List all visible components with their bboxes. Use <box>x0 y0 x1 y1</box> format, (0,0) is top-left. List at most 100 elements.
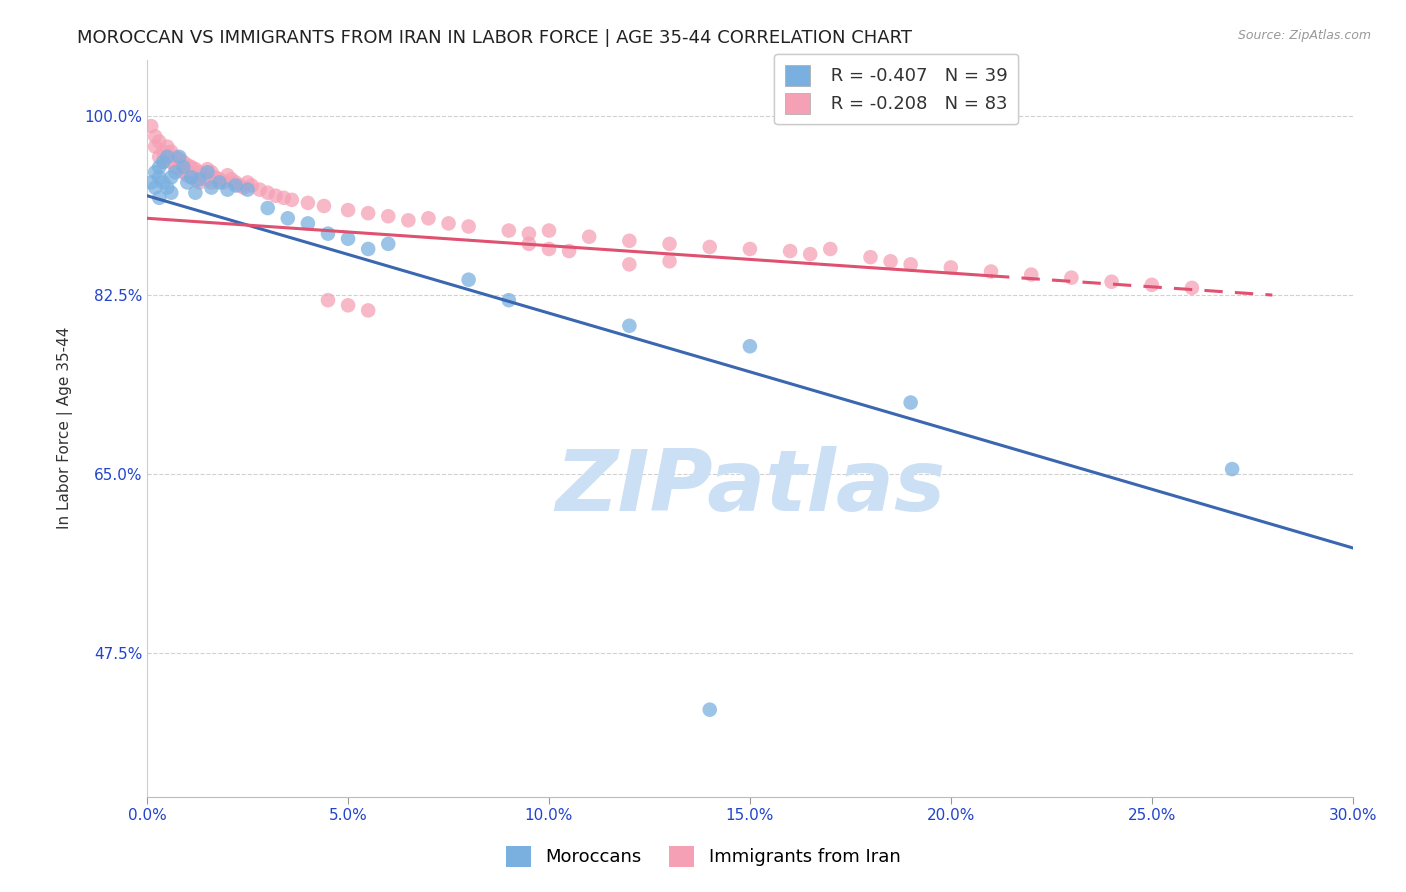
Point <box>396 213 419 227</box>
Point <box>188 176 211 190</box>
Point <box>148 170 170 185</box>
Point <box>180 170 202 185</box>
Point <box>148 191 170 205</box>
Point <box>180 170 202 185</box>
Point <box>165 150 187 164</box>
Point <box>148 150 170 164</box>
Point <box>779 244 801 258</box>
Point <box>188 165 211 179</box>
Point <box>498 293 520 308</box>
Point <box>143 165 166 179</box>
Point <box>156 150 179 164</box>
Point <box>939 260 962 275</box>
Point <box>297 216 319 230</box>
Point <box>1019 268 1042 282</box>
Point <box>156 139 179 153</box>
Point <box>316 227 339 241</box>
Point <box>337 232 360 246</box>
Point <box>437 216 460 230</box>
Point <box>225 178 247 193</box>
Point <box>176 169 198 183</box>
Point <box>143 180 166 194</box>
Point <box>204 170 226 185</box>
Point <box>169 150 191 164</box>
Text: MOROCCAN VS IMMIGRANTS FROM IRAN IN LABOR FORCE | AGE 35-44 CORRELATION CHART: MOROCCAN VS IMMIGRANTS FROM IRAN IN LABO… <box>77 29 912 46</box>
Point <box>176 176 198 190</box>
Point <box>180 160 202 174</box>
Point <box>200 180 222 194</box>
Point <box>256 186 278 200</box>
Point <box>316 293 339 308</box>
Point <box>212 176 235 190</box>
Point <box>143 129 166 144</box>
Point <box>1140 277 1163 292</box>
Point <box>141 119 163 133</box>
Point <box>165 165 187 179</box>
Point <box>457 273 479 287</box>
Point <box>517 227 540 241</box>
Point <box>357 242 380 256</box>
Point <box>193 169 215 183</box>
Point <box>1181 281 1204 295</box>
Point <box>699 703 721 717</box>
Point <box>172 155 194 169</box>
Point <box>188 172 211 186</box>
Point <box>357 206 380 220</box>
Point <box>738 339 761 353</box>
Point <box>148 135 170 149</box>
Point <box>377 209 399 223</box>
Point <box>658 254 681 268</box>
Point <box>225 176 247 190</box>
Point <box>337 203 360 218</box>
Point <box>169 162 191 177</box>
Point <box>900 257 922 271</box>
Point <box>1060 270 1083 285</box>
Point <box>156 150 179 164</box>
Point <box>156 180 179 194</box>
Point <box>152 176 174 190</box>
Point <box>217 169 239 183</box>
Point <box>277 211 299 226</box>
Point <box>377 236 399 251</box>
Point <box>619 257 641 271</box>
Y-axis label: In Labor Force | Age 35-44: In Labor Force | Age 35-44 <box>58 327 73 529</box>
Point <box>141 176 163 190</box>
Text: Source: ZipAtlas.com: Source: ZipAtlas.com <box>1237 29 1371 42</box>
Point <box>457 219 479 234</box>
Legend:  R = -0.407   N = 39,  R = -0.208   N = 83: R = -0.407 N = 39, R = -0.208 N = 83 <box>775 54 1018 125</box>
Point <box>699 240 721 254</box>
Point <box>160 155 183 169</box>
Point <box>152 145 174 159</box>
Point <box>240 178 263 193</box>
Point <box>264 188 287 202</box>
Point <box>558 244 581 258</box>
Point <box>236 176 259 190</box>
Point <box>357 303 380 318</box>
Point <box>200 165 222 179</box>
Point <box>152 155 174 169</box>
Point <box>799 247 821 261</box>
Point <box>208 172 231 186</box>
Point <box>281 193 304 207</box>
Point <box>249 183 271 197</box>
Point <box>160 186 183 200</box>
Point <box>297 195 319 210</box>
Point <box>176 158 198 172</box>
Point <box>1220 462 1243 476</box>
Point <box>820 242 842 256</box>
Point <box>200 176 222 190</box>
Point <box>578 229 600 244</box>
Point <box>232 180 254 194</box>
Point <box>165 160 187 174</box>
Point <box>208 176 231 190</box>
Point <box>418 211 440 226</box>
Point <box>236 183 259 197</box>
Point <box>148 160 170 174</box>
Point <box>537 223 560 237</box>
Point <box>1101 275 1123 289</box>
Point <box>517 236 540 251</box>
Point <box>172 160 194 174</box>
Point <box>879 254 901 268</box>
Point <box>197 165 219 179</box>
Point <box>184 162 207 177</box>
